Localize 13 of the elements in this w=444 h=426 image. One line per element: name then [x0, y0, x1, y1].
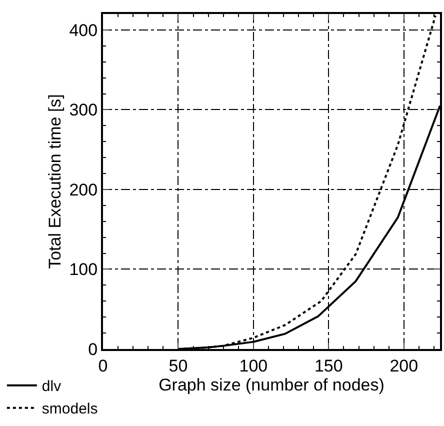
y-axis-title: Total Execution time [s] [45, 94, 64, 269]
y-tick-label: 100 [69, 260, 98, 280]
x-axis-title: Graph size (number of nodes) [158, 375, 384, 394]
y-tick-label: 300 [69, 100, 98, 120]
x-tick-label: 200 [390, 356, 418, 376]
x-tick-label: 50 [168, 356, 188, 376]
legend-label: dlv [42, 378, 62, 396]
legend-label: smodels [42, 400, 98, 418]
y-tick-label: 0 [88, 340, 98, 359]
x-tick-label: 150 [314, 356, 343, 376]
y-tick-label: 200 [69, 180, 98, 200]
x-tick-label: 100 [239, 356, 268, 376]
y-tick-label: 400 [69, 20, 98, 40]
